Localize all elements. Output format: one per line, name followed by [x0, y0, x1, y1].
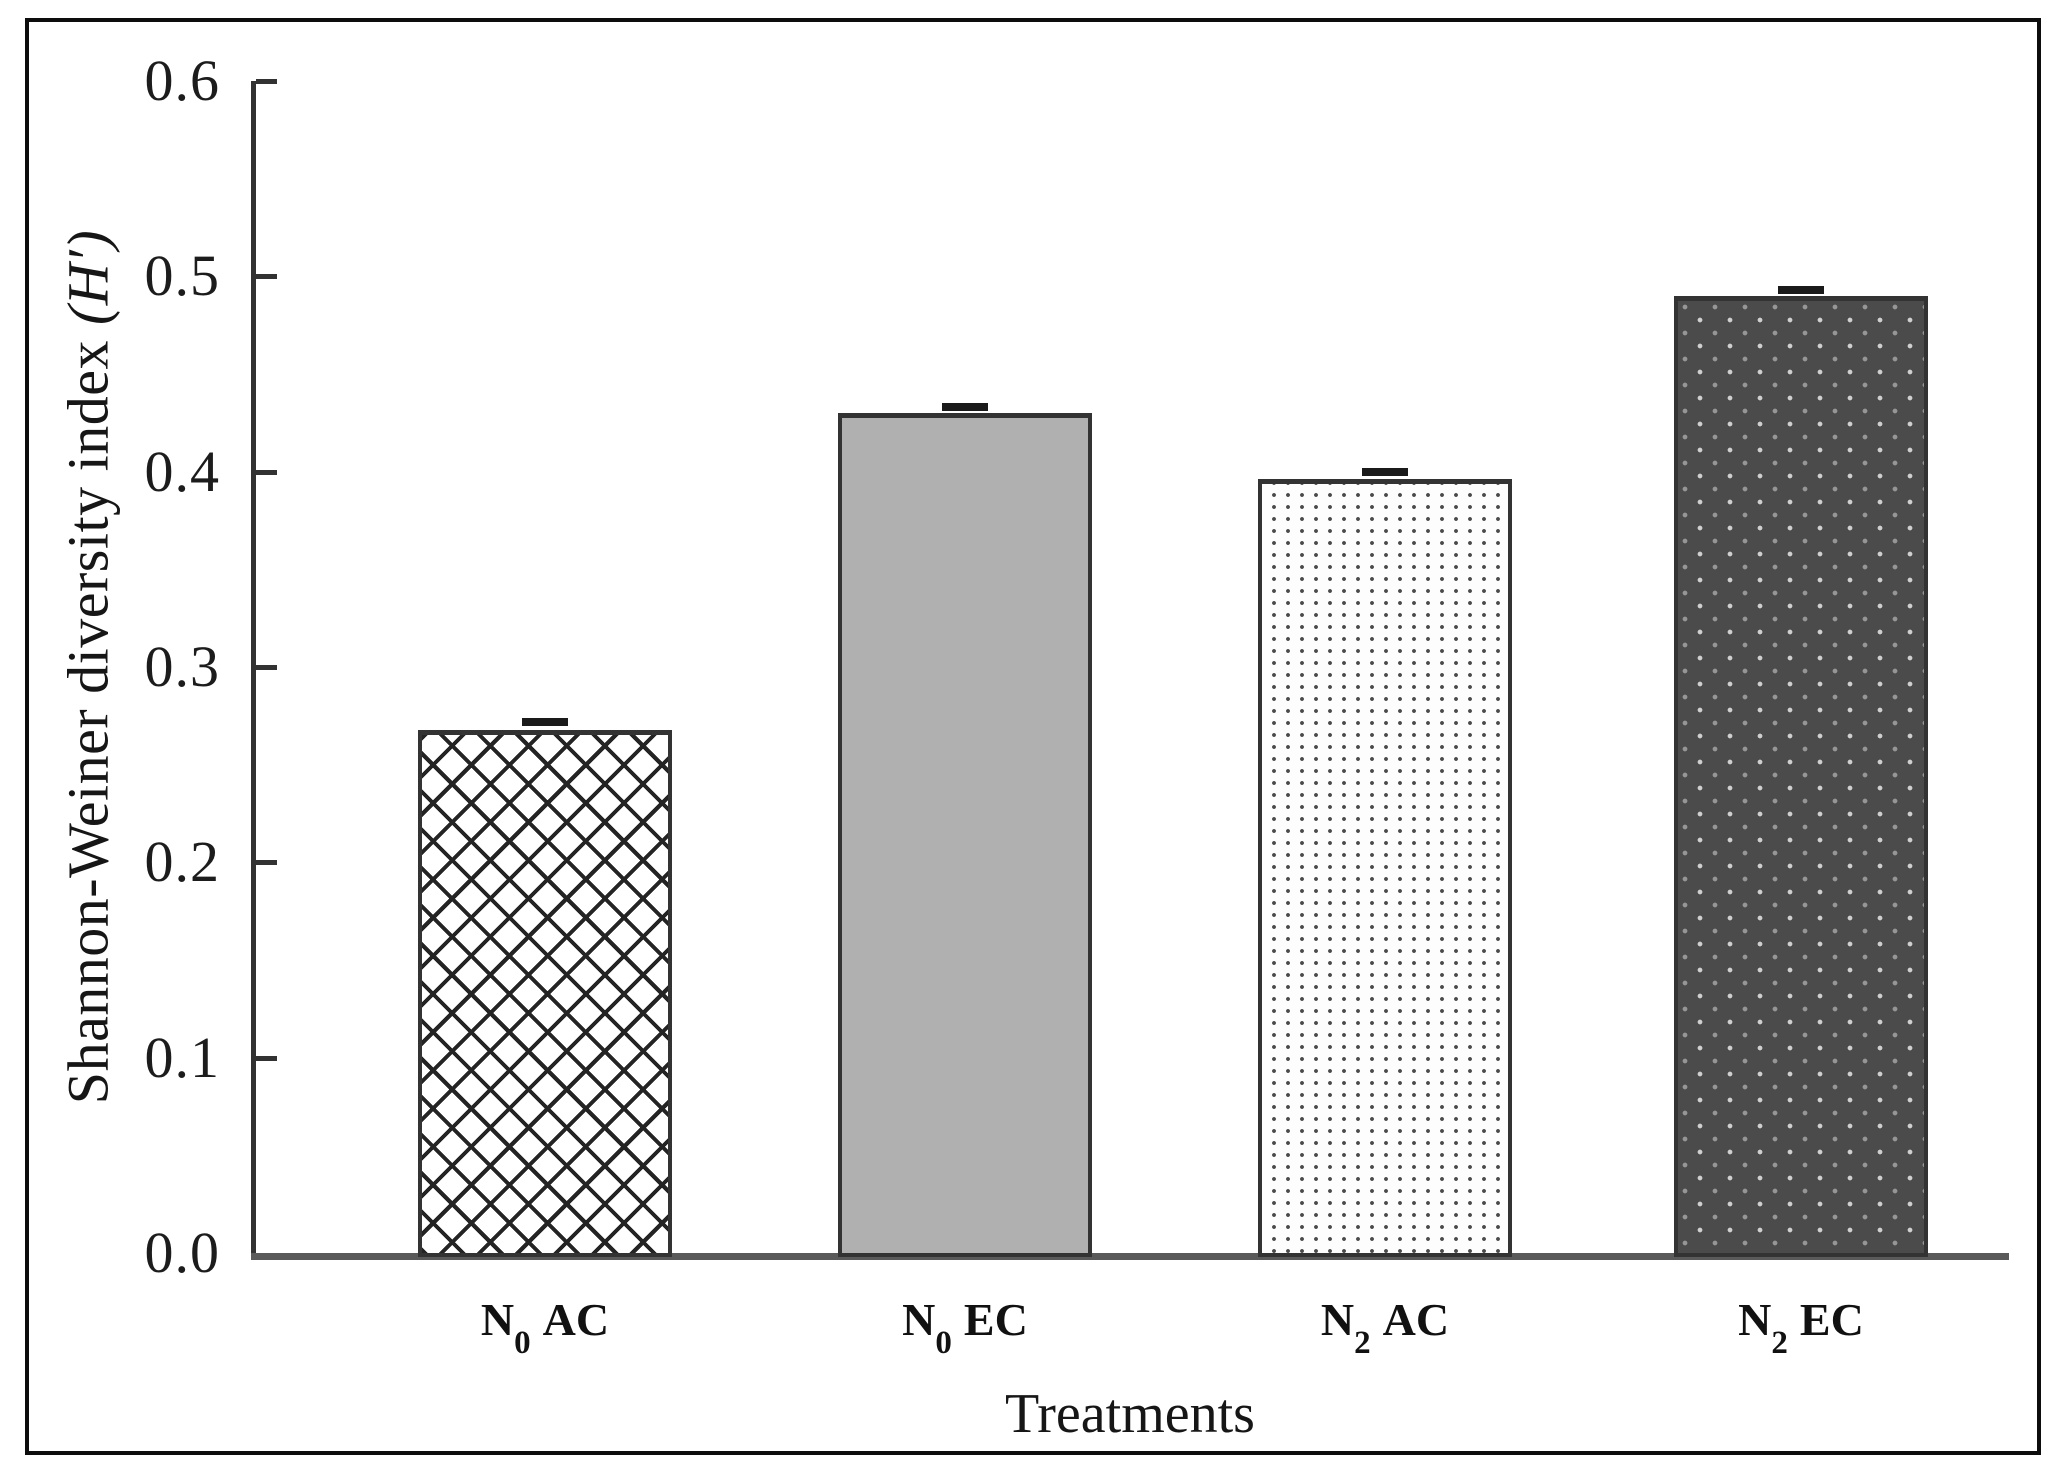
y-tick-label: 0.4	[144, 438, 220, 504]
category-base: N	[902, 1294, 936, 1345]
x-axis-line	[251, 1253, 2009, 1260]
error-bar-cap	[1778, 285, 1824, 294]
bar-n0-ac	[418, 729, 672, 1257]
y-tick-mark	[256, 1055, 277, 1061]
error-bar-cap	[522, 717, 568, 726]
y-tick-mark	[256, 274, 277, 280]
category-subscript: 2	[1771, 1325, 1788, 1362]
bar-n2-ac	[1258, 479, 1512, 1257]
y-tick-label: 0.1	[144, 1024, 220, 1090]
x-category-label-n0-ec: N0 EC	[805, 1294, 1125, 1360]
category-rest: EC	[1799, 1294, 1864, 1345]
x-axis-title: Treatments	[1005, 1383, 1255, 1445]
y-tick-label: 0.3	[144, 634, 220, 699]
category-rest: AC	[542, 1294, 610, 1345]
category-subscript: 0	[514, 1325, 531, 1362]
y-tick-mark	[256, 469, 277, 475]
y-tick-mark	[256, 665, 277, 670]
y-tick-label: 0.0	[144, 1220, 220, 1285]
error-bar-cap	[942, 403, 988, 412]
bar-n0-ec	[838, 413, 1092, 1257]
y-axis-line	[251, 81, 256, 1260]
y-axis-title-text: Shannon-Weiner diversity index	[55, 325, 121, 1105]
category-base: N	[480, 1294, 515, 1345]
x-category-label-n2-ec: N2 EC	[1641, 1294, 1961, 1360]
x-category-label-n0-ac: N0 AC	[385, 1294, 705, 1360]
category-rest: EC	[963, 1294, 1028, 1345]
category-base: N	[1738, 1294, 1772, 1345]
y-axis-title-symbol: (H′)	[55, 229, 121, 326]
error-bar-cap	[1362, 467, 1408, 476]
category-base: N	[1320, 1294, 1355, 1345]
y-tick-mark	[256, 79, 277, 84]
y-axis-title: Shannon-Weiner diversity index (H′)	[55, 230, 122, 1104]
y-tick-mark	[256, 860, 277, 866]
y-tick-label: 0.6	[144, 48, 220, 113]
x-category-label-n2-ac: N2 AC	[1225, 1294, 1545, 1360]
category-subscript: 2	[1354, 1325, 1371, 1362]
bar-n2-ec	[1674, 295, 1928, 1257]
category-subscript: 0	[935, 1325, 952, 1362]
y-tick-label: 0.5	[144, 243, 220, 309]
y-tick-label: 0.2	[144, 829, 220, 895]
category-rest: AC	[1382, 1294, 1450, 1345]
